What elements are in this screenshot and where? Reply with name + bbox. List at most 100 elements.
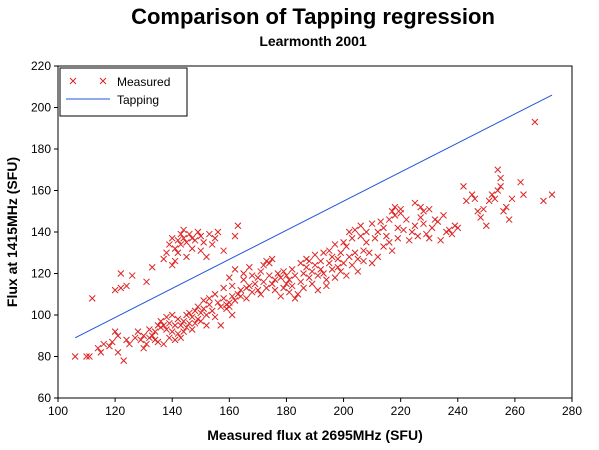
- data-point: [188, 234, 196, 242]
- data-point: [88, 295, 96, 302]
- data-point: [460, 182, 467, 190]
- legend-measured-label: Measured: [117, 75, 170, 89]
- data-point: [100, 340, 108, 348]
- data-point: [174, 236, 182, 244]
- data-point: [305, 257, 313, 265]
- data-point: [177, 241, 185, 248]
- data-point: [217, 322, 225, 329]
- data-point: [123, 282, 130, 290]
- data-point: [146, 326, 153, 333]
- y-tick-label: 100: [31, 308, 51, 322]
- data-point: [191, 307, 199, 315]
- x-tick-label: 220: [391, 404, 411, 418]
- data-point: [303, 255, 310, 263]
- data-point: [263, 284, 270, 292]
- data-point: [520, 191, 527, 199]
- data-point: [474, 207, 482, 215]
- data-point: [97, 348, 105, 356]
- data-point: [200, 239, 207, 246]
- data-point: [180, 317, 187, 325]
- data-point: [454, 224, 462, 232]
- chart-subtitle: Learmonth 2001: [259, 33, 367, 49]
- data-point: [494, 166, 502, 174]
- data-point: [245, 263, 253, 271]
- tapping-line-group: [74, 94, 553, 339]
- data-point: [425, 234, 433, 242]
- data-point: [243, 284, 250, 292]
- data-point: [400, 226, 407, 234]
- data-point: [254, 286, 262, 294]
- data-point: [171, 257, 179, 265]
- data-point: [200, 297, 207, 304]
- data-point: [168, 311, 176, 319]
- x-tick-label: 140: [162, 404, 182, 418]
- data-point: [126, 340, 133, 348]
- data-point: [385, 216, 393, 223]
- data-point: [140, 332, 148, 340]
- data-point: [243, 295, 250, 302]
- data-point: [154, 338, 162, 346]
- data-point: [357, 222, 365, 230]
- data-point: [205, 230, 213, 238]
- data-point: [151, 336, 159, 344]
- data-point: [417, 203, 425, 211]
- data-point: [420, 220, 427, 228]
- data-point: [285, 288, 293, 296]
- data-point: [443, 228, 450, 236]
- data-point: [328, 265, 336, 273]
- data-point: [354, 255, 362, 263]
- data-point: [331, 241, 339, 248]
- data-point: [134, 328, 142, 335]
- data-point: [228, 311, 236, 319]
- y-axis: 60 80 100 120 140 160 180 200 220: [31, 59, 58, 405]
- data-point: [114, 348, 122, 356]
- data-point: [497, 174, 504, 182]
- data-point: [237, 286, 245, 294]
- data-point: [451, 222, 459, 230]
- data-point: [168, 328, 176, 335]
- data-point: [363, 239, 370, 246]
- legend-box: [59, 67, 188, 117]
- data-point: [203, 253, 210, 261]
- data-point: [131, 334, 139, 342]
- legend: Measured Tapping: [59, 67, 188, 117]
- data-point: [291, 295, 299, 302]
- data-point: [320, 270, 327, 277]
- data-point: [183, 311, 190, 319]
- data-point: [160, 340, 168, 348]
- data-point: [257, 290, 265, 298]
- data-point: [337, 249, 345, 257]
- data-point: [254, 274, 262, 282]
- data-point: [485, 197, 493, 205]
- data-point: [157, 317, 165, 325]
- data-point: [308, 268, 316, 275]
- data-point: [348, 261, 356, 269]
- y-tick-label: 140: [31, 225, 51, 239]
- data-point: [94, 344, 102, 352]
- x-tick-label: 260: [505, 404, 525, 418]
- data-point: [160, 255, 168, 263]
- data-point: [234, 290, 242, 298]
- data-point: [237, 292, 245, 300]
- x-tick-label: 120: [105, 404, 125, 418]
- data-point: [357, 232, 365, 240]
- data-point: [445, 226, 453, 234]
- data-point: [403, 216, 410, 223]
- data-point: [146, 334, 153, 342]
- data-point: [231, 297, 239, 304]
- data-point: [505, 216, 513, 223]
- data-point: [168, 234, 176, 242]
- data-point: [211, 313, 219, 321]
- y-tick-label: 160: [31, 184, 51, 198]
- data-point: [365, 249, 373, 257]
- data-point: [248, 272, 256, 279]
- data-point: [480, 205, 487, 213]
- data-point: [174, 330, 182, 338]
- x-tick-label: 180: [276, 404, 296, 418]
- data-point: [240, 270, 247, 277]
- data-point: [197, 317, 205, 325]
- data-point: [260, 261, 267, 269]
- data-point: [434, 218, 442, 225]
- tapping-line: [74, 94, 553, 339]
